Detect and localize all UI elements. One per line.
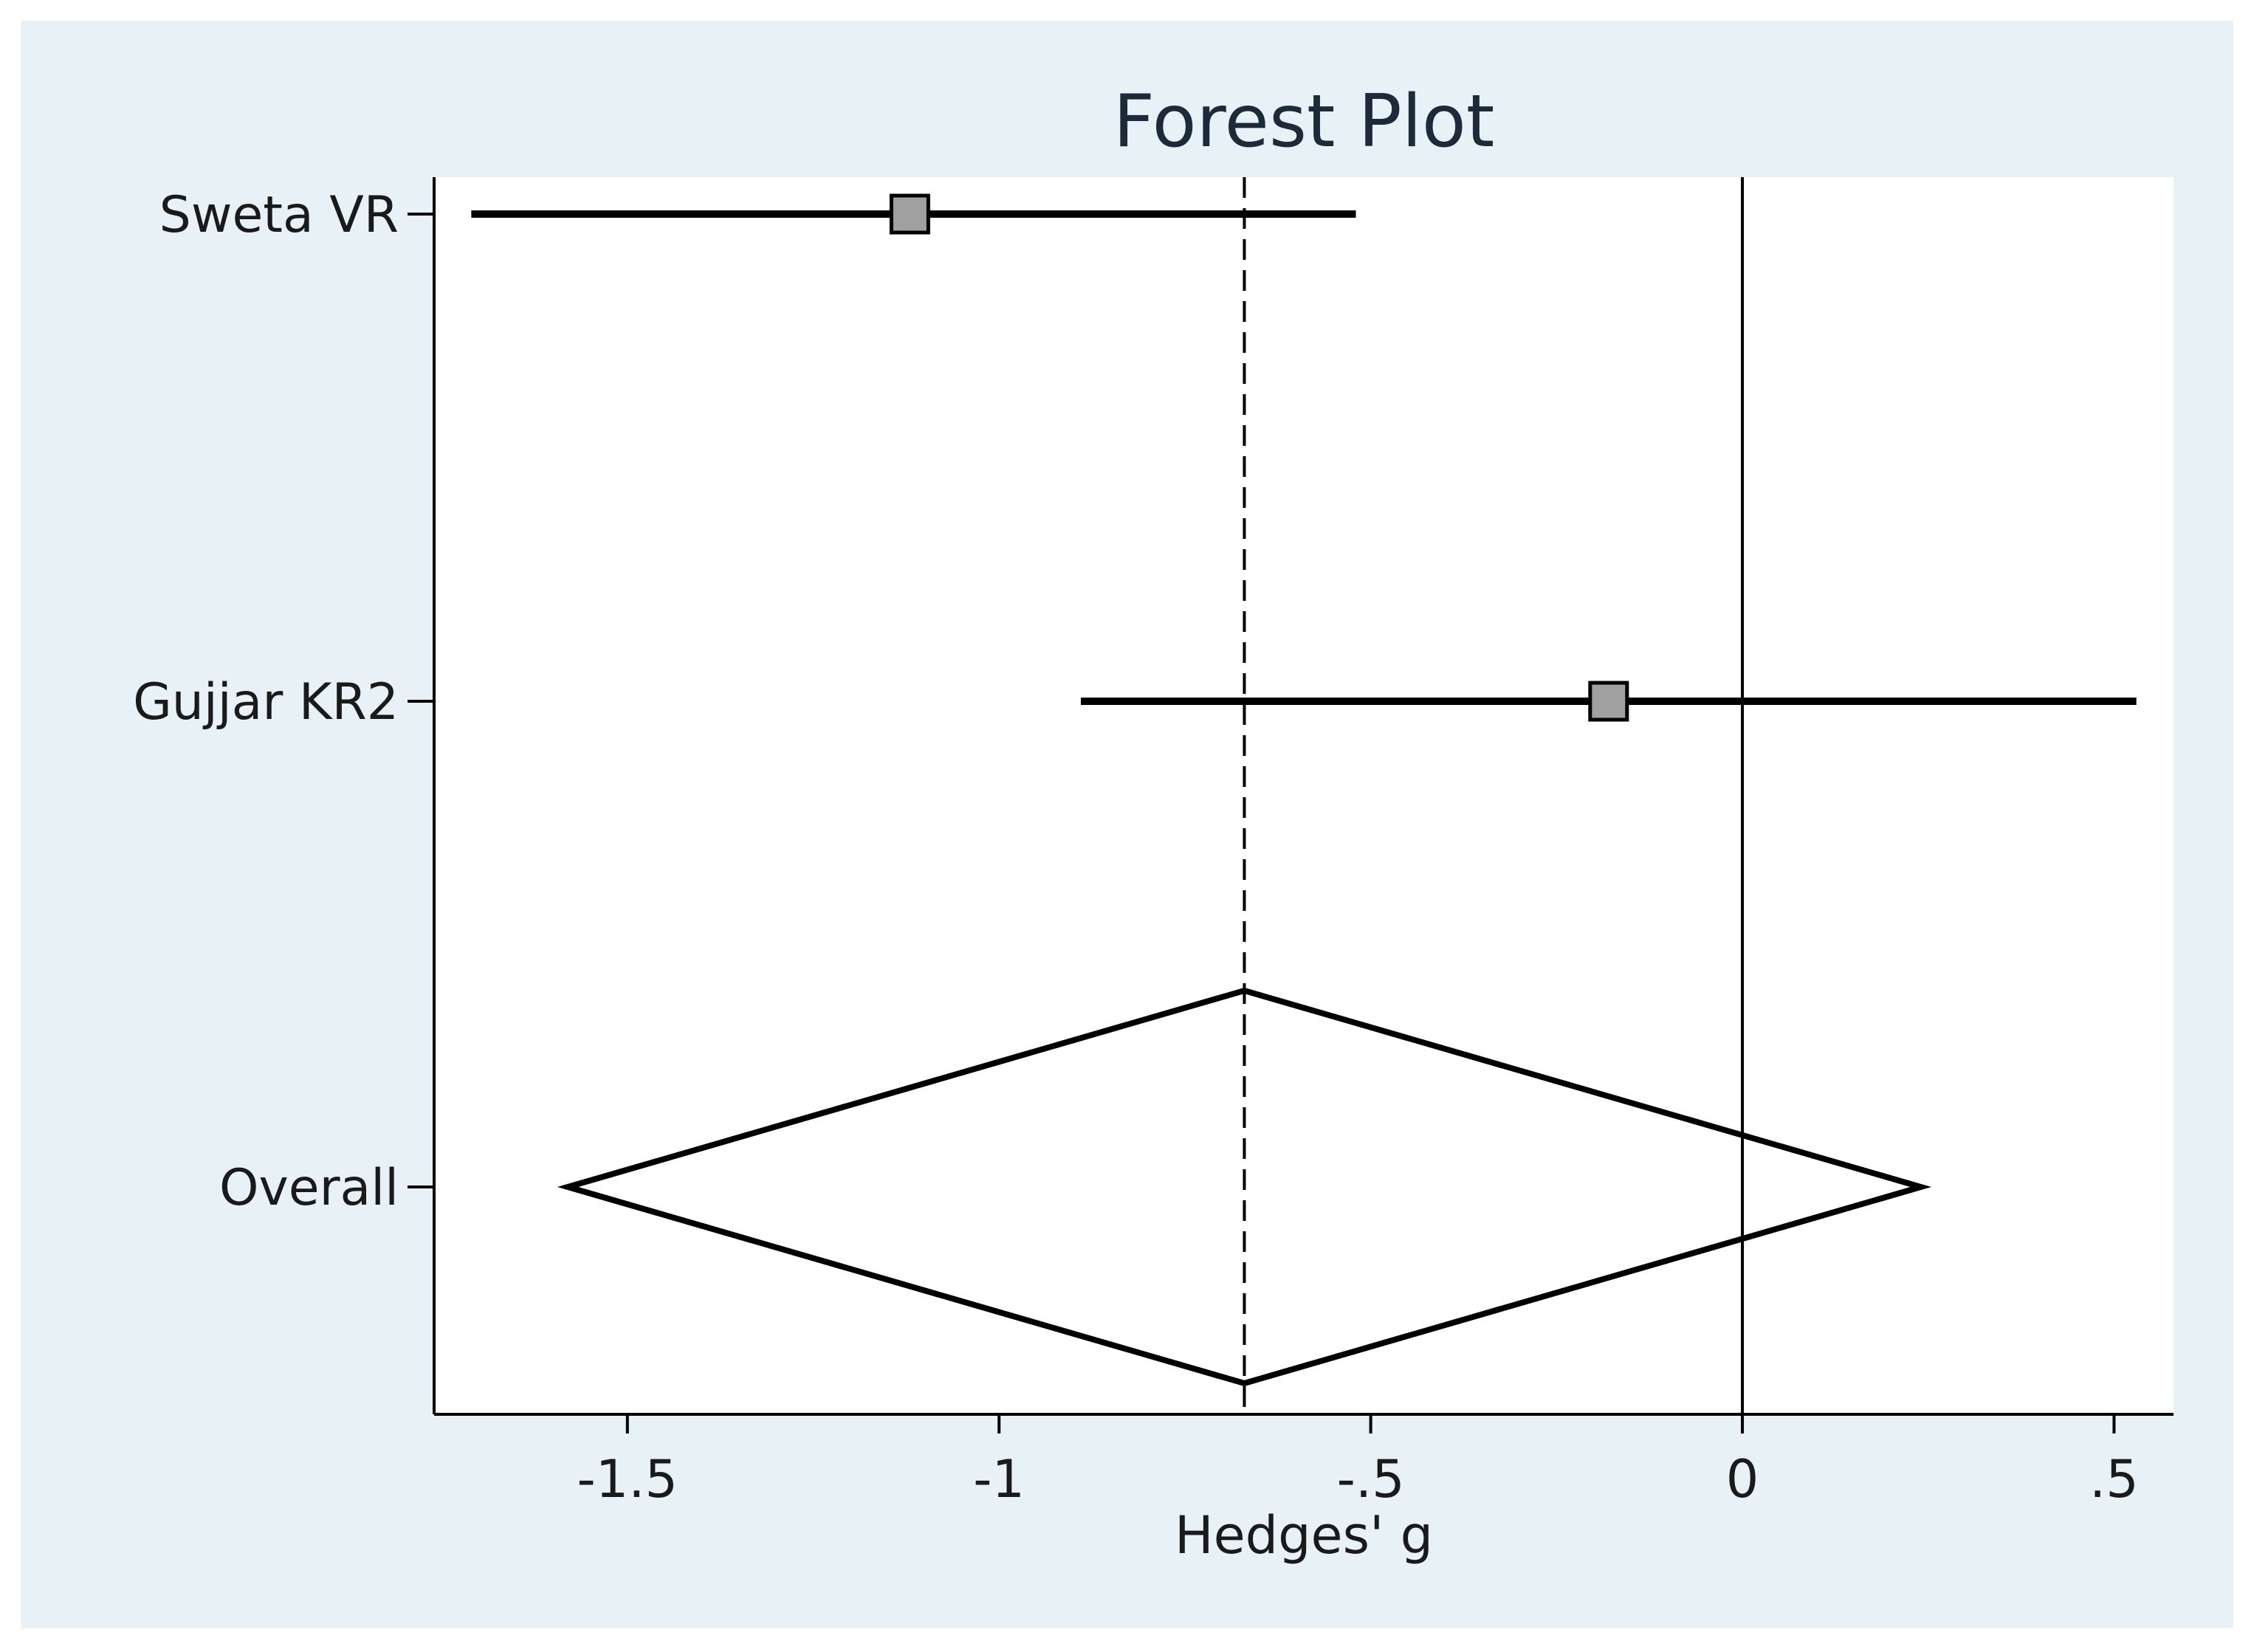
x-tick-label: 0 xyxy=(1726,1449,1759,1510)
overall-label: Overall xyxy=(219,1159,399,1217)
x-tick-label: -1.5 xyxy=(577,1449,678,1510)
effect-marker xyxy=(889,193,930,235)
effect-marker xyxy=(1588,681,1629,722)
overall-diamond xyxy=(557,987,1932,1387)
x-tick-label: .5 xyxy=(2089,1449,2139,1510)
chart-title: Forest Plot xyxy=(1113,80,1495,164)
study-label: Sweta VR xyxy=(159,186,399,244)
x-axis-label: Hedges' g xyxy=(1175,1505,1433,1566)
plot-area xyxy=(434,177,2174,1414)
x-tick-label: -1 xyxy=(973,1449,1025,1510)
x-tick-label: -.5 xyxy=(1337,1449,1405,1510)
study-label: Gujjar KR2 xyxy=(133,673,399,732)
